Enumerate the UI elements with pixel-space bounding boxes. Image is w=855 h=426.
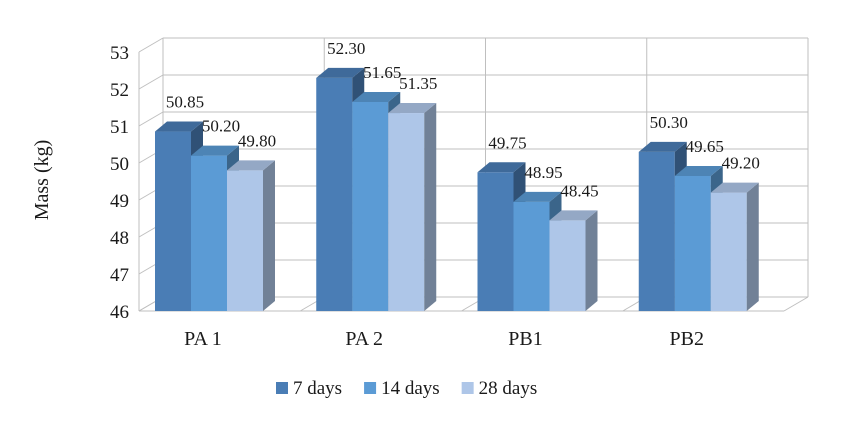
bar-side xyxy=(746,182,759,311)
bar-front xyxy=(227,170,263,311)
data-label: 50.30 xyxy=(650,113,688,132)
legend-item: 14 days xyxy=(364,378,440,399)
bar-front xyxy=(638,151,675,311)
bar-top xyxy=(674,165,723,176)
legend-item: 28 days xyxy=(461,378,538,399)
y-tick-label: 46 xyxy=(110,302,129,323)
bar-front xyxy=(477,172,514,311)
legend-label: 14 days xyxy=(381,378,440,399)
gridline-side xyxy=(138,37,164,53)
data-label: 50.85 xyxy=(166,93,204,112)
legend-item: 7 days xyxy=(276,378,342,399)
bar xyxy=(710,182,759,311)
y-tick-label: 49 xyxy=(110,191,129,212)
legend-label: 7 days xyxy=(293,378,342,399)
bar-top xyxy=(316,67,365,78)
bar-side xyxy=(424,103,437,311)
y-tick-label: 52 xyxy=(110,80,129,101)
data-label: 49.65 xyxy=(686,137,724,156)
gridline-side xyxy=(138,111,164,127)
bar-top xyxy=(513,191,562,202)
data-label: 50.20 xyxy=(202,117,240,136)
x-tick-label: PB1 xyxy=(508,328,542,350)
x-tick-label: PB2 xyxy=(670,328,704,350)
gridline-side xyxy=(138,74,164,90)
y-tick-label: 47 xyxy=(110,265,129,286)
bar-top xyxy=(388,103,437,114)
data-label: 51.35 xyxy=(399,74,437,93)
bar-top xyxy=(191,145,239,156)
bar-top xyxy=(352,91,401,102)
bar-front xyxy=(674,175,711,311)
bar-front xyxy=(316,77,353,312)
data-label: 49.80 xyxy=(238,131,276,150)
bar-top xyxy=(710,182,759,193)
x-tick-label: PA 1 xyxy=(184,328,222,350)
bar-top xyxy=(549,210,598,221)
y-tick-label: 51 xyxy=(110,117,129,138)
bar-top xyxy=(155,121,203,132)
legend-swatch xyxy=(461,382,474,394)
bar-front xyxy=(352,101,389,311)
bar-side xyxy=(585,210,598,311)
bar-top xyxy=(477,162,526,173)
data-label: 49.75 xyxy=(488,133,526,152)
data-label: 48.95 xyxy=(524,163,562,182)
y-tick-label: 50 xyxy=(110,154,129,175)
x-tick-label: PA 2 xyxy=(345,328,383,350)
legend-label: 28 days xyxy=(479,378,538,399)
legend: 7 days 14 days 28 days xyxy=(276,378,537,399)
bar-top xyxy=(638,141,687,152)
bar-front xyxy=(191,155,227,311)
y-tick-label: 53 xyxy=(110,43,129,64)
y-axis-title: Mass (kg) xyxy=(31,140,53,221)
legend-swatch xyxy=(364,382,377,394)
bar-top xyxy=(227,160,275,171)
data-label: 52.30 xyxy=(327,39,365,58)
bar-front xyxy=(710,192,747,311)
bar-front xyxy=(513,201,550,311)
bar-front xyxy=(155,131,191,311)
data-label: 48.45 xyxy=(560,181,598,200)
legend-swatch xyxy=(276,382,288,394)
bar xyxy=(227,160,275,311)
data-label: 49.20 xyxy=(722,154,760,173)
bar-front xyxy=(388,113,425,311)
floor-line xyxy=(783,296,809,312)
bar xyxy=(388,103,437,311)
axis-layer: 46 47 48 49 50 51 52 53 PA 1 PA 2 PB1 PB2 xyxy=(110,43,704,350)
y-tick-label: 48 xyxy=(110,228,129,249)
bars-layer xyxy=(155,67,759,312)
bar-front xyxy=(549,220,586,311)
data-label: 51.65 xyxy=(363,63,401,82)
bar-side xyxy=(263,160,275,311)
bar xyxy=(549,210,598,311)
